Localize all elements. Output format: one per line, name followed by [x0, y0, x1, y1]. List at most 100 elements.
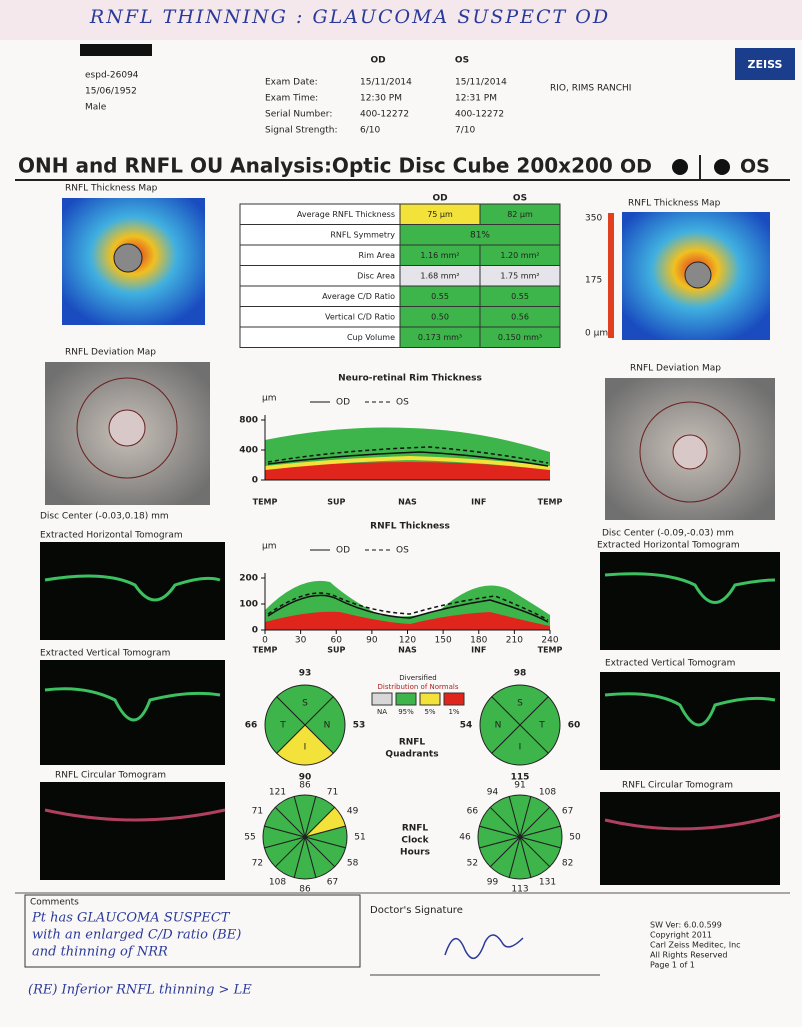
tomogram-title: Extracted Vertical Tomogram — [40, 649, 170, 659]
y-tick-label: 0 — [252, 476, 258, 486]
clock-value: 82 — [562, 859, 573, 869]
cell-value: 0.150 mm³ — [498, 333, 542, 342]
exam-os: 12:31 PM — [455, 94, 497, 104]
x-label: NAS — [398, 646, 417, 655]
clock-value: 86 — [299, 781, 311, 791]
normals-swatch — [420, 693, 440, 705]
cell-value: 0.50 — [431, 312, 449, 321]
report-page: RNFL THINNING : GLAUCOMA SUSPECT OD espd-… — [0, 0, 802, 1027]
x-label: TEMP — [253, 646, 278, 655]
clock-value: 94 — [487, 787, 499, 797]
clock-value: 113 — [511, 885, 528, 895]
y-tick-label: 0 — [252, 626, 258, 636]
cell-value: 81% — [470, 230, 490, 240]
clock-caption: Hours — [400, 848, 430, 858]
row-label: Average C/D Ratio — [322, 292, 395, 301]
x-label: TEMP — [253, 498, 278, 507]
cell-value: 0.55 — [431, 292, 449, 301]
scale-label: 350 — [585, 214, 602, 224]
row-label: RNFL Symmetry — [330, 230, 395, 239]
chart-title: Neuro-retinal Rim Thickness — [338, 374, 482, 384]
normals-swatch — [396, 693, 416, 705]
patient-id: espd-26094 — [85, 71, 139, 81]
cell-value: 1.16 mm² — [420, 251, 459, 260]
cup-od — [109, 410, 145, 446]
logo: ZEISS — [748, 58, 783, 71]
clock-caption: RNFL — [402, 824, 429, 834]
legend-label: OD — [336, 546, 350, 556]
x-label: INF — [471, 646, 486, 655]
software-line: All Rights Reserved — [650, 951, 727, 960]
exam-label: Exam Date: — [265, 78, 318, 88]
map-title: RNFL Thickness Map — [628, 199, 721, 209]
x-tick-label: 240 — [541, 636, 558, 646]
cell-value: 0.55 — [511, 292, 529, 301]
quadrant-letter: S — [517, 699, 523, 709]
tomogram — [600, 552, 780, 650]
handwritten-title: RNFL THINNING : GLAUCOMA SUSPECT OD — [89, 6, 610, 28]
tomogram-title: Extracted Vertical Tomogram — [605, 659, 735, 669]
cell-value: 75 µm — [427, 210, 453, 219]
normals-label: 95% — [398, 708, 414, 716]
x-label: SUP — [327, 646, 345, 655]
clock-value: 51 — [354, 833, 365, 843]
quadrant-value: 53 — [353, 721, 366, 731]
clock-value: 71 — [327, 787, 338, 797]
legend-label: OD — [336, 398, 350, 408]
normals-label: 1% — [448, 708, 459, 716]
quadrant-value: 93 — [299, 669, 312, 679]
chart-unit: µm — [262, 394, 277, 404]
exam-label: Serial Number: — [265, 110, 332, 120]
clock-value: 72 — [252, 859, 263, 869]
clock-caption: Clock — [401, 836, 429, 846]
tomogram — [40, 660, 225, 765]
software-line: SW Ver: 6.0.0.599 — [650, 921, 722, 930]
clock-value: 108 — [269, 878, 286, 888]
exam-label: Signal Strength: — [265, 126, 337, 136]
normals-title: Distribution of Normals — [377, 683, 458, 691]
software-line: Copyright 2011 — [650, 931, 712, 940]
disc-os — [685, 262, 711, 288]
quadrant-value: 66 — [245, 721, 258, 731]
eye-os: OS — [455, 56, 469, 66]
comments-title: Comments — [30, 898, 79, 908]
quadrant-letter: S — [302, 699, 308, 709]
tomogram — [40, 542, 225, 640]
x-label: INF — [471, 498, 486, 507]
y-tick-label: 200 — [239, 574, 258, 584]
exam-od: 400-12272 — [360, 110, 409, 120]
scale-label: 175 — [585, 276, 602, 286]
od-label: OD — [620, 156, 652, 178]
clock-value: 67 — [327, 878, 338, 888]
quadrant-letter: T — [538, 721, 545, 731]
redacted-name — [80, 44, 152, 56]
disc-center: Disc Center (-0.03,0.18) mm — [40, 512, 169, 522]
quadrant-value: 98 — [514, 669, 527, 679]
clinic: RIO, RIMS RANCHI — [550, 84, 631, 94]
exam-od: 12:30 PM — [360, 94, 402, 104]
comment-line: with an enlarged C/D ratio (BE) — [32, 928, 241, 943]
clock-value: 52 — [467, 859, 478, 869]
clock-value: 50 — [569, 833, 581, 843]
cup-os — [673, 435, 707, 469]
report-title: ONH and RNFL OU Analysis:Optic Disc Cube… — [18, 154, 613, 178]
row-label: Rim Area — [358, 251, 395, 260]
exam-od: 6/10 — [360, 126, 380, 136]
clock-value: 67 — [562, 807, 573, 817]
quadrant-value: 54 — [460, 721, 473, 731]
dob: 15/06/1952 — [85, 87, 137, 97]
exam-label: Exam Time: — [265, 94, 318, 104]
cell-value: 1.75 mm² — [500, 271, 539, 280]
clock-value: 86 — [299, 885, 311, 895]
tomogram — [40, 782, 225, 880]
x-tick-label: 0 — [262, 636, 268, 646]
clock-value: 66 — [467, 807, 479, 817]
x-tick-label: 210 — [506, 636, 523, 646]
cell-value: 82 µm — [507, 210, 533, 219]
quadrant-value: 60 — [568, 721, 581, 731]
y-tick-label: 400 — [239, 446, 258, 456]
x-label: TEMP — [538, 498, 563, 507]
comment-line: and thinning of NRR — [32, 945, 168, 960]
clock-value: 108 — [539, 787, 556, 797]
exam-od: 15/11/2014 — [360, 78, 412, 88]
